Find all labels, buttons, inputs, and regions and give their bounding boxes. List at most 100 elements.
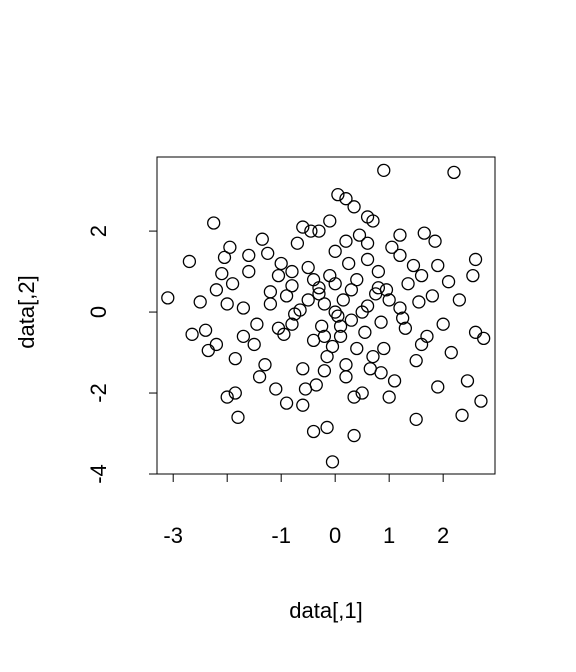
point	[360, 236, 375, 250]
point	[285, 317, 299, 331]
point	[409, 412, 423, 426]
point	[279, 289, 294, 303]
point	[333, 319, 348, 333]
point	[215, 266, 229, 281]
point	[360, 210, 375, 224]
point	[401, 277, 415, 291]
point	[247, 337, 261, 352]
point	[477, 331, 491, 346]
point	[290, 236, 305, 250]
point	[220, 390, 234, 404]
point	[320, 349, 334, 364]
x-tick-label: -1	[271, 523, 291, 548]
point	[420, 329, 434, 343]
point	[371, 281, 386, 295]
point	[296, 220, 310, 234]
point	[271, 321, 286, 335]
point	[209, 337, 224, 352]
point	[304, 224, 318, 238]
point	[382, 390, 396, 404]
point	[350, 341, 364, 356]
point	[344, 313, 359, 327]
point	[236, 329, 251, 343]
point	[396, 311, 410, 325]
point	[474, 394, 488, 408]
y-tick-label: -2	[86, 383, 111, 403]
point	[288, 307, 302, 321]
point	[331, 309, 345, 323]
point	[441, 275, 456, 289]
point	[255, 232, 269, 246]
point	[225, 277, 240, 291]
point	[352, 228, 367, 242]
y-tick-label: 0	[86, 306, 111, 318]
point	[393, 228, 407, 242]
point	[371, 264, 386, 279]
y-axis-label: data[,2]	[14, 275, 39, 348]
point	[385, 240, 399, 254]
point	[301, 260, 315, 275]
point	[382, 293, 396, 307]
point	[414, 337, 429, 352]
point	[377, 341, 391, 356]
point	[358, 325, 372, 339]
point	[312, 287, 326, 301]
point	[261, 246, 275, 261]
point	[398, 321, 413, 335]
point	[328, 277, 342, 291]
point	[328, 244, 342, 258]
point	[447, 165, 461, 180]
plot-frame	[156, 156, 496, 475]
point	[339, 234, 353, 248]
point	[377, 163, 391, 178]
point	[347, 428, 361, 443]
x-tick-label: 2	[437, 523, 449, 548]
point	[355, 386, 369, 400]
point	[223, 240, 237, 254]
point	[220, 297, 234, 311]
point	[409, 353, 423, 368]
point	[242, 248, 256, 263]
point	[298, 382, 313, 396]
x-tick-label: -3	[163, 523, 183, 548]
point	[347, 200, 361, 214]
point	[320, 420, 334, 435]
point	[242, 264, 256, 279]
point	[406, 258, 421, 273]
point	[236, 301, 251, 315]
point	[393, 301, 407, 315]
point	[331, 188, 345, 202]
point	[185, 327, 199, 341]
point	[328, 305, 342, 319]
point	[369, 287, 383, 301]
point	[193, 295, 207, 309]
point	[271, 268, 286, 283]
point	[269, 382, 283, 396]
point	[431, 258, 445, 273]
point	[414, 268, 429, 283]
point	[228, 351, 242, 366]
point	[339, 358, 353, 372]
x-tick-label: 0	[329, 523, 341, 548]
point	[417, 226, 431, 240]
point	[296, 398, 310, 412]
point	[228, 386, 242, 400]
point	[455, 408, 469, 422]
point	[363, 362, 377, 376]
point	[312, 224, 326, 238]
point	[274, 256, 288, 271]
point	[296, 362, 310, 376]
point	[431, 380, 445, 394]
point	[350, 273, 364, 287]
point	[323, 214, 337, 228]
point	[342, 256, 356, 271]
point	[301, 293, 315, 307]
point	[339, 370, 353, 384]
point	[360, 299, 375, 313]
point	[460, 374, 475, 388]
x-axis-label: data[,1]	[289, 598, 362, 623]
point	[306, 273, 321, 287]
point	[258, 358, 272, 372]
